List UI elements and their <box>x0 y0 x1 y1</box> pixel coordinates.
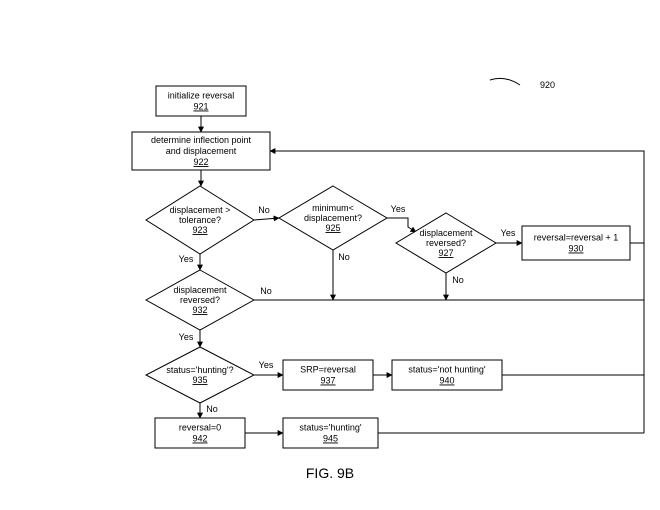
svg-text:displacement: displacement <box>419 228 473 238</box>
svg-text:Yes: Yes <box>179 254 194 264</box>
svg-text:reversal=0: reversal=0 <box>179 423 221 433</box>
svg-text:937: 937 <box>320 376 335 386</box>
svg-text:No: No <box>260 286 272 296</box>
svg-text:determine inflection point: determine inflection point <box>151 135 252 145</box>
svg-text:Yes: Yes <box>179 332 194 342</box>
svg-text:reversed?: reversed? <box>180 295 220 305</box>
svg-text:940: 940 <box>439 376 454 386</box>
svg-text:932: 932 <box>192 305 207 315</box>
svg-text:status='not hunting': status='not hunting' <box>408 365 486 375</box>
svg-text:935: 935 <box>192 375 207 385</box>
svg-text:displacement: displacement <box>173 285 227 295</box>
svg-text:displacement?: displacement? <box>304 213 362 223</box>
svg-text:reversed?: reversed? <box>426 238 466 248</box>
svg-text:No: No <box>452 275 464 285</box>
svg-text:status='hunting': status='hunting' <box>299 423 362 433</box>
svg-text:921: 921 <box>193 102 208 112</box>
svg-text:and displacement: and displacement <box>166 146 237 156</box>
svg-text:tolerance?: tolerance? <box>179 215 221 225</box>
svg-text:No: No <box>338 252 350 262</box>
svg-text:Yes: Yes <box>259 360 274 370</box>
svg-text:Yes: Yes <box>391 204 406 214</box>
svg-text:942: 942 <box>192 434 207 444</box>
svg-text:923: 923 <box>192 225 207 235</box>
svg-text:930: 930 <box>568 244 583 254</box>
svg-text:No: No <box>258 205 270 215</box>
svg-text:920: 920 <box>540 80 555 90</box>
svg-text:945: 945 <box>323 434 338 444</box>
svg-text:initialize reversal: initialize reversal <box>168 91 235 101</box>
svg-text:FIG. 9B: FIG. 9B <box>306 465 354 481</box>
svg-text:Yes: Yes <box>501 228 516 238</box>
svg-text:922: 922 <box>193 157 208 167</box>
svg-text:reversal=reversal + 1: reversal=reversal + 1 <box>534 233 619 243</box>
svg-text:927: 927 <box>438 248 453 258</box>
svg-text:925: 925 <box>325 223 340 233</box>
svg-text:No: No <box>206 404 218 414</box>
svg-text:status='hunting'?: status='hunting'? <box>166 365 233 375</box>
svg-text:minimum<: minimum< <box>312 203 354 213</box>
svg-text:displacement >: displacement > <box>170 205 231 215</box>
svg-text:SRP=reversal: SRP=reversal <box>300 365 356 375</box>
